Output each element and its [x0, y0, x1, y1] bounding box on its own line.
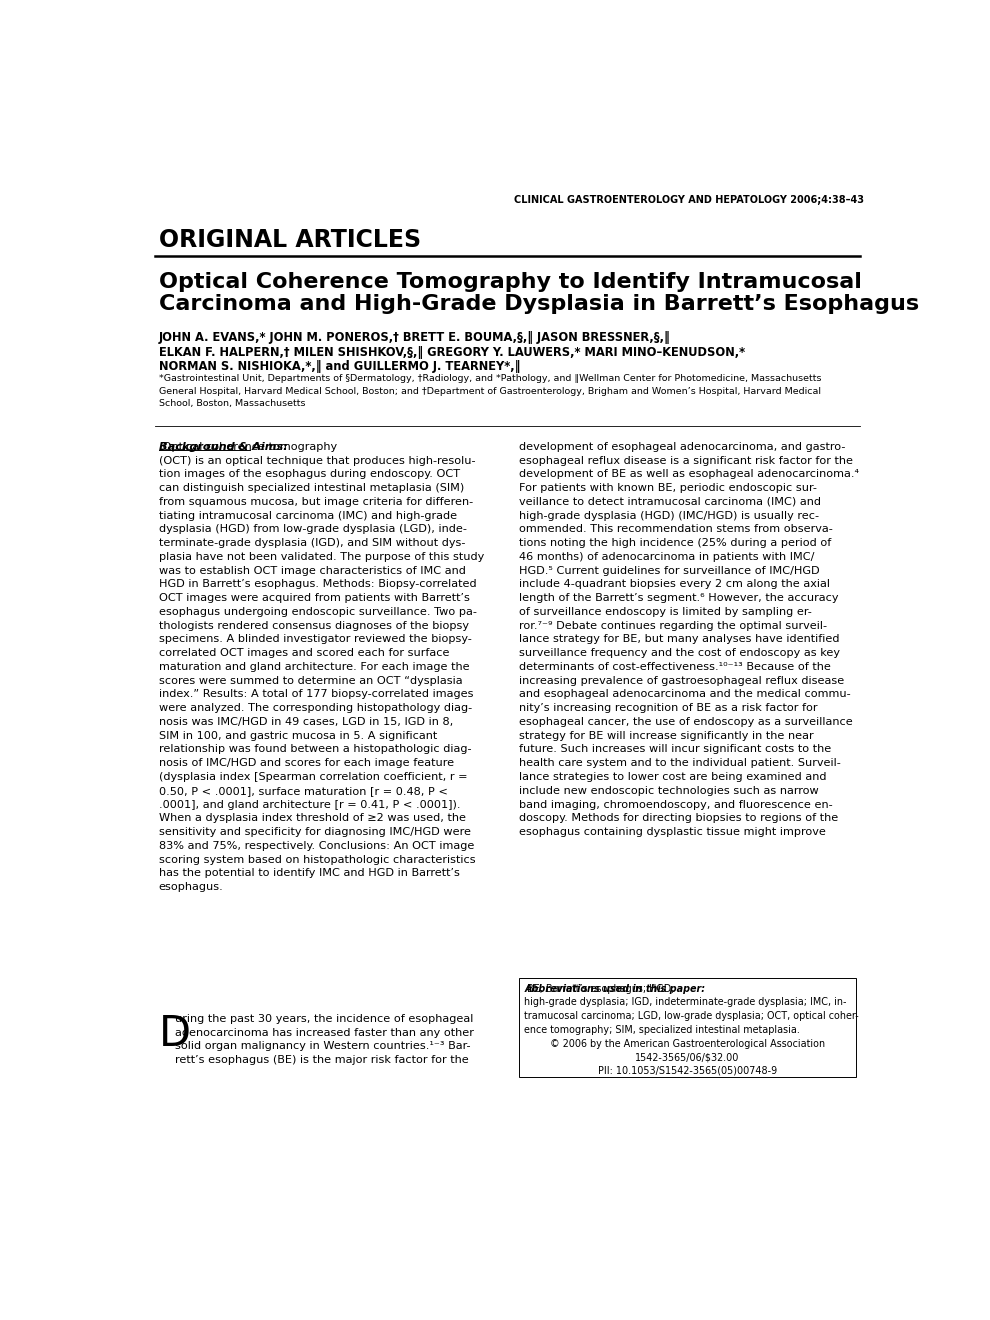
Text: Optical Coherence Tomography to Identify Intramucosal: Optical Coherence Tomography to Identify…: [158, 272, 861, 292]
Text: BE, Barrett’s esophagus; HGD,
high-grade dysplasia; IGD, indeterminate-grade dys: BE, Barrett’s esophagus; HGD, high-grade…: [525, 983, 859, 1035]
Text: *Gastrointestinal Unit, Departments of §Dermatology, †Radiology, and *Pathology,: *Gastrointestinal Unit, Departments of §…: [158, 374, 821, 408]
Text: CLINICAL GASTROENTEROLOGY AND HEPATOLOGY 2006;4:38–43: CLINICAL GASTROENTEROLOGY AND HEPATOLOGY…: [514, 195, 864, 206]
Text: development of esophageal adenocarcinoma, and gastro-
esophageal reflux disease : development of esophageal adenocarcinoma…: [519, 442, 859, 837]
Text: © 2006 by the American Gastroenterological Association
1542-3565/06/$32.00
PII: : © 2006 by the American Gastroenterologic…: [550, 1039, 825, 1076]
Text: JOHN A. EVANS,* JOHN M. PONEROS,† BRETT E. BOUMA,§,‖ JASON BRESSNER,§,‖: JOHN A. EVANS,* JOHN M. PONEROS,† BRETT …: [158, 331, 670, 345]
Text: Optical coherence tomography
(OCT) is an optical technique that produces high-re: Optical coherence tomography (OCT) is an…: [158, 442, 484, 892]
Text: Carcinoma and High-Grade Dysplasia in Barrett’s Esophagus: Carcinoma and High-Grade Dysplasia in Ba…: [158, 294, 919, 314]
Bar: [519, 978, 856, 1077]
Text: ELKAN F. HALPERN,† MILEN SHISHKOV,§,‖ GREGORY Y. LAUWERS,* MARI MINO–KENUDSON,*: ELKAN F. HALPERN,† MILEN SHISHKOV,§,‖ GR…: [158, 346, 744, 359]
Text: Background & Aims:: Background & Aims:: [158, 442, 287, 451]
Text: uring the past 30 years, the incidence of esophageal
adenocarcinoma has increase: uring the past 30 years, the incidence o…: [175, 1014, 474, 1065]
Text: ORIGINAL ARTICLES: ORIGINAL ARTICLES: [158, 227, 421, 252]
Text: D: D: [158, 1014, 191, 1055]
Text: NORMAN S. NISHIOKA,*,‖ and GUILLERMO J. TEARNEY*,‖: NORMAN S. NISHIOKA,*,‖ and GUILLERMO J. …: [158, 360, 520, 374]
Text: Abbreviations used in this paper:: Abbreviations used in this paper:: [525, 983, 706, 994]
